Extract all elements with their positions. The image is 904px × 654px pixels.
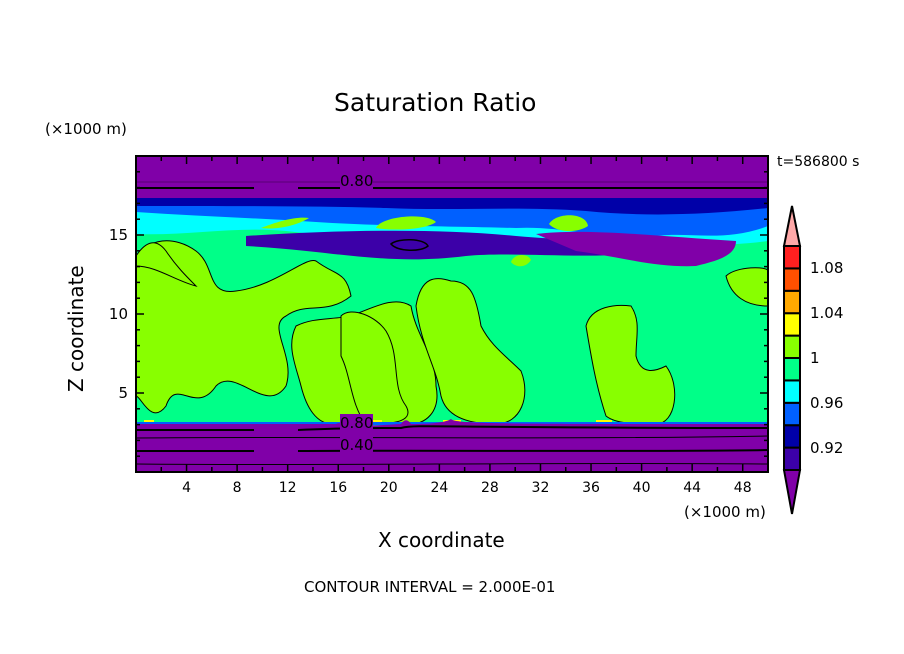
x-tick-label: 28 — [480, 480, 499, 496]
colorbar-swatch — [783, 424, 801, 449]
colorbar-swatch — [783, 245, 801, 270]
x-tick-label: 40 — [632, 480, 651, 496]
x-tick-label: 32 — [531, 480, 550, 496]
colorbar-tick-label: 1.04 — [810, 304, 844, 323]
y-ticks — [136, 171, 768, 457]
colorbar-swatch — [783, 379, 801, 404]
chart-title: Saturation Ratio — [334, 88, 537, 117]
colorbar-swatch — [783, 312, 801, 337]
contour-label-bottom-2: 0.40 — [340, 436, 374, 454]
colorbar-swatch — [783, 446, 801, 472]
contour-label-bottom-1: 0.80 — [340, 414, 374, 432]
patch-lime-upper-2 — [549, 215, 588, 232]
colorbar-swatch — [783, 401, 801, 427]
x-tick-label: 4 — [182, 480, 192, 496]
colorbar-tick-label: 0.92 — [810, 438, 844, 457]
contour-interval-footer: CONTOUR INTERVAL = 2.000E-01 — [304, 578, 556, 596]
colorbar-under-triangle — [782, 469, 802, 515]
contour-field — [135, 156, 769, 472]
colorbar-swatch — [783, 289, 801, 315]
cloud-lime-right1 — [415, 278, 526, 425]
x-tick-label: 44 — [683, 480, 702, 496]
y-tick-label: 10 — [108, 305, 128, 323]
streak-purple-mid — [246, 230, 656, 260]
x-tick-label: 24 — [430, 480, 449, 496]
x-tick-label: 48 — [733, 480, 752, 496]
colorbar-swatch — [783, 267, 801, 292]
y-unit-label: (×1000 m) — [45, 120, 127, 138]
patch-lime-upper-3 — [261, 217, 309, 229]
colorbar-over-triangle — [782, 205, 802, 247]
x-unit-label: (×1000 m) — [684, 503, 766, 521]
x-axis-label: X coordinate — [378, 528, 505, 552]
colorbar-swatch — [783, 334, 801, 360]
cloud-lime-left-top — [135, 242, 198, 287]
time-label: t=586800 s — [777, 154, 860, 170]
band-purple-top — [136, 156, 768, 198]
colorbar-tick-label: 1 — [810, 349, 820, 367]
band-purple-bottom — [136, 419, 768, 472]
x-tick-label: 12 — [278, 480, 297, 496]
contour-label-top: 0.80 — [340, 172, 374, 190]
y-tick-label: 5 — [118, 384, 128, 402]
contour-line-0.60 — [135, 435, 769, 439]
colorbar — [782, 205, 802, 515]
streak-purple-right — [536, 231, 736, 267]
cloud-lime-mid — [340, 311, 409, 425]
x-tick-label: 36 — [582, 480, 600, 496]
x-ticks — [160, 156, 744, 472]
contour-line-0.40 — [136, 449, 769, 452]
patch-lime-upper-1 — [376, 216, 436, 230]
colorbar-tick-label: 1.08 — [810, 259, 844, 278]
patch-lime-upper-5 — [389, 239, 429, 251]
cloud-lime-right2 — [585, 304, 676, 425]
x-tick-label: 20 — [379, 480, 398, 496]
patch-lime-upper-4 — [511, 254, 531, 267]
x-tick-label: 8 — [232, 480, 242, 496]
y-tick-label: 15 — [108, 226, 128, 244]
x-tick-label: 16 — [329, 480, 348, 496]
colorbar-tick-label: 0.96 — [810, 393, 844, 412]
colorbar-swatch — [783, 357, 801, 382]
